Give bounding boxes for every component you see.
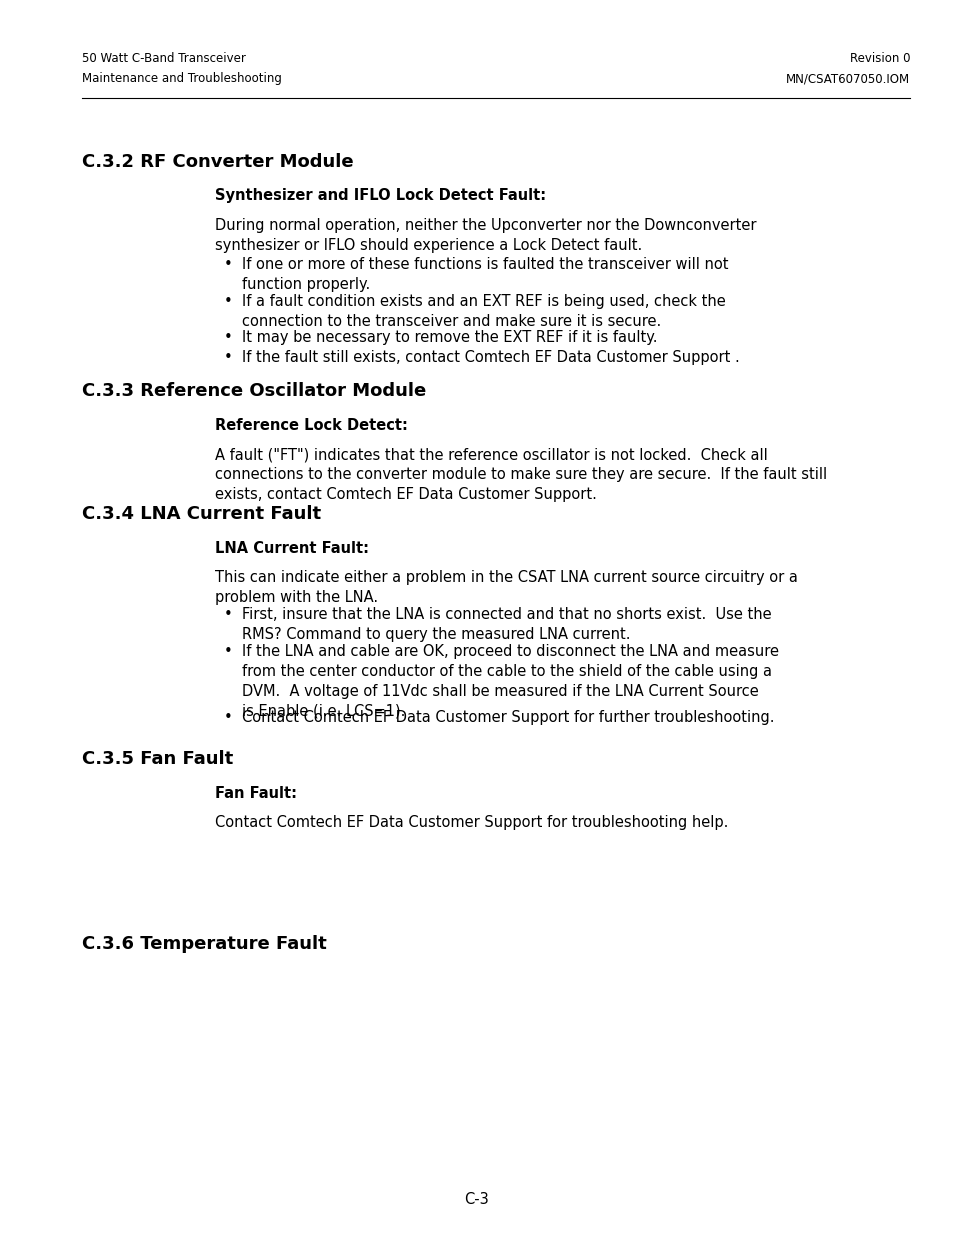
Text: •: • [224,710,233,725]
Text: •: • [224,257,233,272]
Text: During normal operation, neither the Upconverter nor the Downconverter
synthesiz: During normal operation, neither the Upc… [214,219,756,253]
Text: •: • [224,606,233,622]
Text: •: • [224,350,233,366]
Text: It may be necessary to remove the EXT REF if it is faulty.: It may be necessary to remove the EXT RE… [242,330,657,345]
Text: First, insure that the LNA is connected and that no shorts exist.  Use the
RMS? : First, insure that the LNA is connected … [242,606,771,642]
Text: If the fault still exists, contact Comtech EF Data Customer Support .: If the fault still exists, contact Comte… [242,350,739,366]
Text: Revision 0: Revision 0 [848,52,909,65]
Text: This can indicate either a problem in the CSAT LNA current source circuitry or a: This can indicate either a problem in th… [214,571,797,605]
Text: Contact Comtech EF Data Customer Support for further troubleshooting.: Contact Comtech EF Data Customer Support… [242,710,774,725]
Text: MN/CSAT607050.IOM: MN/CSAT607050.IOM [785,72,909,85]
Text: 50 Watt C-Band Transceiver: 50 Watt C-Band Transceiver [82,52,246,65]
Text: •: • [224,330,233,345]
Text: •: • [224,294,233,309]
Text: Fan Fault:: Fan Fault: [214,785,296,802]
Text: Contact Comtech EF Data Customer Support for troubleshooting help.: Contact Comtech EF Data Customer Support… [214,815,727,830]
Text: Maintenance and Troubleshooting: Maintenance and Troubleshooting [82,72,281,85]
Text: C-3: C-3 [464,1192,489,1207]
Text: A fault ("FT") indicates that the reference oscillator is not locked.  Check all: A fault ("FT") indicates that the refere… [214,447,826,501]
Text: Reference Lock Detect:: Reference Lock Detect: [214,417,408,433]
Text: C.3.6 Temperature Fault: C.3.6 Temperature Fault [82,935,327,953]
Text: If the LNA and cable are OK, proceed to disconnect the LNA and measure
from the : If the LNA and cable are OK, proceed to … [242,643,779,719]
Text: C.3.5 Fan Fault: C.3.5 Fan Fault [82,750,233,768]
Text: C.3.4 LNA Current Fault: C.3.4 LNA Current Fault [82,505,321,522]
Text: C.3.2 RF Converter Module: C.3.2 RF Converter Module [82,153,354,170]
Text: LNA Current Fault:: LNA Current Fault: [214,541,369,556]
Text: If a fault condition exists and an EXT REF is being used, check the
connection t: If a fault condition exists and an EXT R… [242,294,725,329]
Text: Synthesizer and IFLO Lock Detect Fault:: Synthesizer and IFLO Lock Detect Fault: [214,188,545,203]
Text: C.3.3 Reference Oscillator Module: C.3.3 Reference Oscillator Module [82,382,426,400]
Text: If one or more of these functions is faulted the transceiver will not
function p: If one or more of these functions is fau… [242,257,728,291]
Text: •: • [224,643,233,659]
